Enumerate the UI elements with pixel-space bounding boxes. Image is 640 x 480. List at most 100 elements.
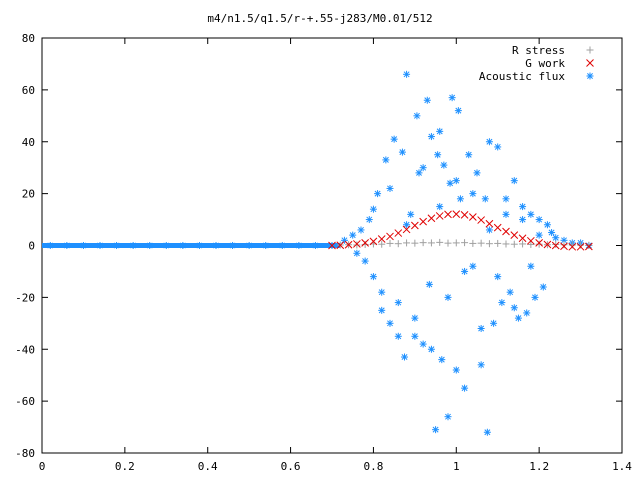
data-point (394, 240, 402, 248)
data-point (340, 236, 348, 244)
data-point (469, 213, 477, 221)
data-point (568, 242, 577, 251)
data-point (378, 288, 386, 296)
data-point (336, 241, 345, 250)
data-point (519, 216, 527, 224)
data-point (469, 262, 477, 270)
data-point (444, 413, 452, 421)
data-point (438, 356, 446, 364)
data-point (403, 221, 411, 229)
data-point (63, 242, 71, 249)
data-point (415, 169, 423, 177)
y-tick-label: 40 (22, 136, 35, 149)
data-point (195, 242, 203, 249)
series-layer (42, 70, 593, 436)
data-point (585, 242, 593, 251)
data-point (485, 226, 493, 234)
data-point (419, 239, 427, 247)
data-point (465, 151, 473, 159)
data-point (494, 239, 502, 247)
data-point (493, 223, 502, 232)
data-point (527, 262, 535, 270)
data-point (452, 210, 461, 218)
data-point (481, 195, 489, 203)
data-point (535, 240, 543, 248)
x-tick-label: 1 (453, 460, 460, 473)
legend-label: Acoustic flux (479, 70, 565, 83)
data-point (518, 234, 527, 243)
data-point (361, 239, 369, 247)
data-point (411, 332, 419, 340)
data-point (403, 239, 411, 247)
data-point (369, 273, 377, 281)
data-point (278, 242, 286, 249)
data-point (527, 236, 535, 245)
data-point (510, 177, 518, 185)
data-point (361, 257, 369, 265)
data-point (353, 241, 361, 249)
data-point (469, 239, 477, 247)
y-tick-label: 80 (22, 32, 35, 45)
data-point (344, 240, 353, 249)
data-point (510, 304, 518, 312)
data-point (498, 299, 506, 307)
data-point (425, 280, 433, 288)
data-point (357, 226, 365, 234)
data-point (401, 353, 408, 361)
data-point (436, 203, 444, 211)
data-point (485, 240, 493, 248)
data-point (483, 428, 491, 436)
data-point (531, 293, 539, 301)
data-point (402, 225, 411, 234)
data-point (539, 283, 547, 291)
data-point (146, 242, 154, 249)
data-point (543, 240, 552, 249)
data-point (510, 240, 518, 248)
data-point (361, 240, 369, 248)
data-point (423, 96, 431, 104)
y-tick-label: -40 (15, 343, 35, 356)
axes: 0 0.2 0.4 0.6 0.8 1 1.2 1.4 -80 -60 -40 -20 0 20 40 60 8… (15, 32, 632, 473)
y-tick-label: -60 (15, 395, 35, 408)
data-point (436, 127, 444, 135)
data-point (461, 239, 469, 247)
data-point (548, 229, 556, 237)
data-point (514, 314, 522, 322)
data-point (96, 242, 104, 249)
data-point (469, 190, 477, 198)
data-point (519, 240, 527, 248)
data-point (413, 112, 421, 120)
data-point (113, 242, 121, 249)
data-point (535, 216, 543, 224)
data-point (490, 319, 498, 327)
data-point (535, 231, 543, 239)
data-point (444, 210, 452, 219)
data-point (502, 240, 510, 248)
data-point (435, 212, 444, 220)
data-point (523, 309, 531, 317)
data-point (369, 205, 377, 213)
data-point (461, 267, 469, 275)
data-point (353, 240, 361, 248)
data-point (419, 217, 427, 226)
data-point (394, 229, 403, 237)
data-point (46, 242, 54, 249)
series-acoustic-flux (46, 70, 593, 436)
data-point (394, 332, 402, 340)
data-point (452, 366, 460, 374)
data-point (446, 179, 454, 187)
data-point (365, 216, 373, 224)
data-point (477, 239, 485, 247)
data-point (419, 164, 427, 172)
y-tick-label: 20 (22, 188, 35, 201)
data-point (502, 210, 510, 218)
data-point (506, 288, 514, 296)
data-point (436, 238, 444, 246)
data-point (374, 190, 382, 198)
data-point (427, 239, 435, 247)
data-point (349, 231, 357, 239)
data-point (552, 234, 560, 242)
data-point (519, 203, 527, 211)
data-point (494, 273, 502, 281)
